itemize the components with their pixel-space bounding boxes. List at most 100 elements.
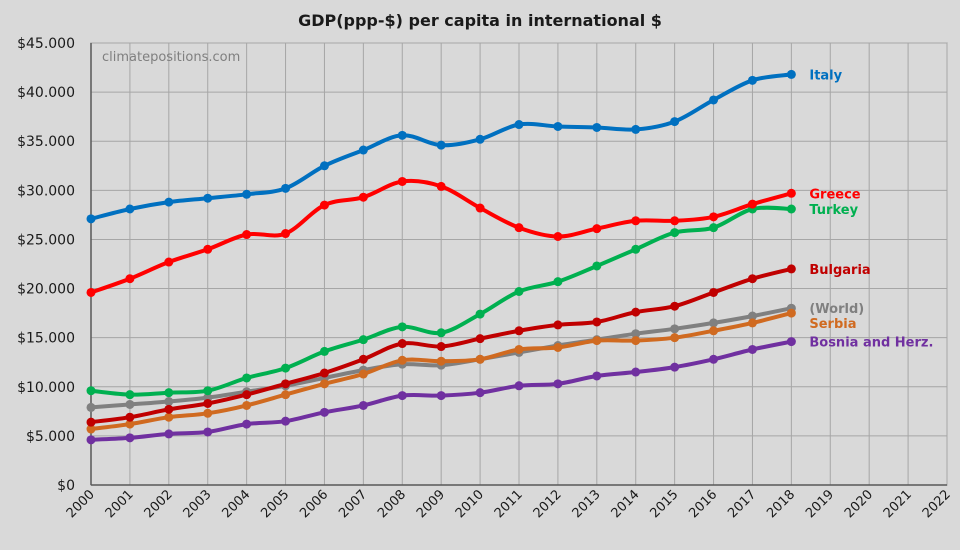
data-point-turkey — [125, 390, 135, 400]
data-point-bosnia-and-herz — [786, 337, 796, 347]
data-point-world — [631, 329, 641, 339]
data-point-turkey — [514, 287, 524, 297]
data-point-serbia — [592, 336, 602, 346]
series-label-turkey: Turkey — [809, 203, 858, 218]
data-point-greece — [86, 287, 96, 297]
data-point-turkey — [164, 388, 174, 398]
series-label-bulgaria: Bulgaria — [809, 263, 870, 278]
y-axis: $0 $5.000 $10.000 $15.000 $20.000 $25.000 $30.… — [17, 36, 75, 494]
data-point-greece — [358, 192, 368, 202]
data-point-bosnia-and-herz — [670, 362, 680, 372]
data-point-greece — [475, 203, 485, 213]
chart-title: GDP(ppp-$) per capita in international $ — [298, 11, 662, 30]
data-point-bulgaria — [397, 339, 407, 349]
data-point-greece — [786, 188, 796, 198]
y-tick-label: $5.000 — [26, 429, 75, 445]
data-point-bosnia-and-herz — [631, 367, 641, 377]
data-point-bosnia-and-herz — [709, 354, 719, 364]
data-point-italy — [281, 183, 291, 193]
series-label-italy: Italy — [809, 68, 842, 83]
data-point-bosnia-and-herz — [203, 427, 213, 437]
data-point-turkey — [358, 335, 368, 345]
data-point-serbia — [281, 390, 291, 400]
data-point-italy — [319, 161, 329, 171]
data-point-greece — [631, 216, 641, 226]
data-point-italy — [709, 95, 719, 105]
y-tick-label: $45.000 — [17, 36, 75, 52]
data-point-italy — [125, 204, 135, 214]
data-point-serbia — [786, 308, 796, 318]
series-serbia — [86, 308, 796, 434]
data-point-bulgaria — [203, 398, 213, 408]
data-point-serbia — [475, 354, 485, 364]
data-point-italy — [164, 197, 174, 207]
data-point-turkey — [670, 228, 680, 238]
data-point-greece — [592, 224, 602, 234]
data-point-bosnia-and-herz — [242, 419, 252, 429]
y-tick-label: $30.000 — [17, 183, 75, 199]
data-point-turkey — [86, 386, 96, 396]
data-point-bulgaria — [125, 412, 135, 422]
data-point-bulgaria — [319, 368, 329, 378]
data-point-italy — [436, 140, 446, 150]
data-point-bosnia-and-herz — [475, 388, 485, 398]
data-point-turkey — [242, 373, 252, 383]
data-point-greece — [203, 244, 213, 254]
data-point-bulgaria — [553, 320, 563, 330]
data-point-greece — [319, 200, 329, 210]
data-point-italy — [475, 134, 485, 144]
data-point-serbia — [670, 333, 680, 343]
data-point-greece — [436, 181, 446, 191]
data-point-serbia — [203, 408, 213, 418]
series-greece — [86, 176, 796, 297]
series-label-bosnia-and-herz: Bosnia and Herz. — [809, 336, 933, 351]
data-point-turkey — [709, 223, 719, 233]
data-point-bulgaria — [631, 307, 641, 317]
data-point-italy — [514, 120, 524, 130]
data-point-bosnia-and-herz — [592, 371, 602, 381]
data-point-bulgaria — [514, 326, 524, 336]
data-point-greece — [164, 257, 174, 267]
data-point-turkey — [553, 277, 563, 287]
data-point-italy — [631, 124, 641, 134]
series-label-greece: Greece — [809, 187, 860, 202]
y-tick-label: $40.000 — [17, 85, 75, 101]
data-point-serbia — [164, 412, 174, 422]
data-point-bosnia-and-herz — [281, 416, 291, 426]
y-tick-label: $15.000 — [17, 331, 75, 347]
series-group — [86, 69, 796, 445]
y-tick-label: $10.000 — [17, 380, 75, 396]
data-point-serbia — [436, 356, 446, 366]
data-point-turkey — [592, 261, 602, 271]
data-point-serbia — [319, 379, 329, 389]
data-point-bulgaria — [242, 390, 252, 400]
data-point-bosnia-and-herz — [125, 433, 135, 443]
data-point-bosnia-and-herz — [358, 400, 368, 410]
data-point-turkey — [203, 386, 213, 396]
data-point-turkey — [631, 244, 641, 254]
series-label-serbia: Serbia — [809, 317, 856, 332]
series-bosnia-and-herz — [86, 337, 796, 445]
data-point-serbia — [709, 326, 719, 336]
data-point-serbia — [514, 344, 524, 354]
data-point-italy — [242, 189, 252, 199]
data-point-italy — [86, 214, 96, 224]
data-point-world — [670, 324, 680, 334]
data-point-bosnia-and-herz — [514, 381, 524, 391]
y-tick-label: $25.000 — [17, 232, 75, 248]
data-point-italy — [592, 122, 602, 132]
data-point-bulgaria — [670, 301, 680, 311]
data-point-world — [747, 311, 757, 321]
data-point-italy — [553, 121, 563, 131]
data-point-italy — [670, 117, 680, 127]
data-point-bulgaria — [475, 334, 485, 344]
y-tick-label: $20.000 — [17, 282, 75, 298]
y-tick-label: $0 — [57, 478, 75, 494]
data-point-bulgaria — [164, 404, 174, 414]
data-point-bulgaria — [592, 317, 602, 327]
data-point-greece — [709, 212, 719, 222]
data-point-world — [164, 397, 174, 407]
